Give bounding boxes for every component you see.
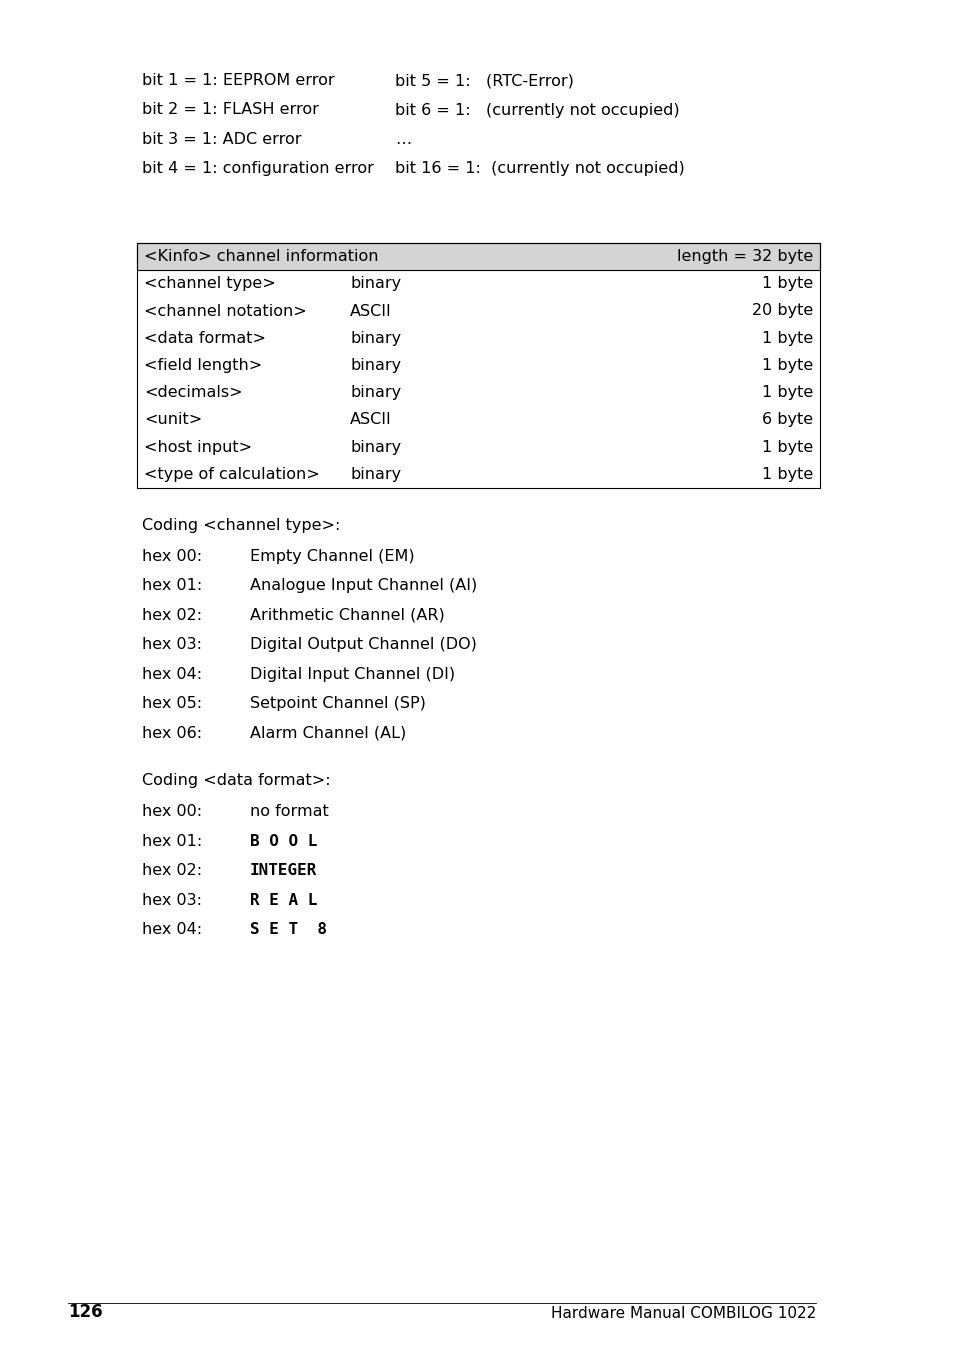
Text: hex 02:: hex 02: [142,863,202,878]
Text: Setpoint Channel (SP): Setpoint Channel (SP) [250,696,425,711]
Text: Analogue Input Channel (AI): Analogue Input Channel (AI) [250,578,476,593]
Text: Coding <channel type>:: Coding <channel type>: [142,517,340,532]
Text: binary: binary [350,466,400,482]
Text: <Kinfo> channel information: <Kinfo> channel information [144,249,378,263]
Text: hex 04:: hex 04: [142,667,202,682]
Text: <type of calculation>: <type of calculation> [144,466,319,482]
Text: 1 byte: 1 byte [760,385,812,400]
Text: 1 byte: 1 byte [760,466,812,482]
Text: <channel type>: <channel type> [144,277,275,292]
Text: INTEGER: INTEGER [250,863,317,878]
Text: 1 byte: 1 byte [760,358,812,373]
Text: Arithmetic Channel (AR): Arithmetic Channel (AR) [250,608,444,623]
Text: bit 6 = 1:   (currently not occupied): bit 6 = 1: (currently not occupied) [395,103,679,118]
Text: bit 16 = 1:  (currently not occupied): bit 16 = 1: (currently not occupied) [395,162,684,177]
Text: Empty Channel (EM): Empty Channel (EM) [250,549,415,563]
Text: <channel notation>: <channel notation> [144,304,307,319]
Text: Digital Input Channel (DI): Digital Input Channel (DI) [250,667,455,682]
Text: binary: binary [350,277,400,292]
Bar [137,243,820,488]
Text: binary: binary [350,385,400,400]
Text: 126: 126 [68,1302,103,1321]
Text: bit 3 = 1: ADC error: bit 3 = 1: ADC error [142,132,301,147]
Text: hex 04:: hex 04: [142,923,202,938]
Text: 1 byte: 1 byte [760,277,812,292]
Text: hex 02:: hex 02: [142,608,202,623]
Text: Digital Output Channel (DO): Digital Output Channel (DO) [250,638,476,653]
Text: Hardware Manual COMBILOG 1022: Hardware Manual COMBILOG 1022 [550,1306,815,1321]
Text: hex 00:: hex 00: [142,804,202,819]
Text: <unit>: <unit> [144,412,202,427]
Text: Alarm Channel (AL): Alarm Channel (AL) [250,725,406,740]
Text: length = 32 byte: length = 32 byte [676,249,812,263]
Text: 20 byte: 20 byte [751,304,812,319]
Bar [137,243,820,270]
Text: hex 03:: hex 03: [142,893,202,908]
Text: <decimals>: <decimals> [144,385,242,400]
Text: hex 00:: hex 00: [142,549,202,563]
Text: binary: binary [350,358,400,373]
Text: hex 05:: hex 05: [142,696,202,711]
Text: <data format>: <data format> [144,331,266,346]
Text: binary: binary [350,439,400,454]
Text: binary: binary [350,331,400,346]
Text: hex 01:: hex 01: [142,834,202,848]
Text: bit 4 = 1: configuration error: bit 4 = 1: configuration error [142,162,374,177]
Text: 1 byte: 1 byte [760,331,812,346]
Text: ASCII: ASCII [350,304,392,319]
Text: …: … [395,132,411,147]
Text: bit 2 = 1: FLASH error: bit 2 = 1: FLASH error [142,103,318,118]
Text: bit 1 = 1: EEPROM error: bit 1 = 1: EEPROM error [142,73,335,88]
Text: hex 06:: hex 06: [142,725,202,740]
Text: 6 byte: 6 byte [761,412,812,427]
Text: hex 03:: hex 03: [142,638,202,653]
Text: <field length>: <field length> [144,358,262,373]
Text: no format: no format [250,804,329,819]
Text: hex 01:: hex 01: [142,578,202,593]
Text: Coding <data format>:: Coding <data format>: [142,773,331,788]
Text: 1 byte: 1 byte [760,439,812,454]
Text: bit 5 = 1:   (RTC-Error): bit 5 = 1: (RTC-Error) [395,73,574,88]
Text: B O O L: B O O L [250,834,317,848]
Text: <host input>: <host input> [144,439,252,454]
Text: S E T  8: S E T 8 [250,923,327,938]
Text: R E A L: R E A L [250,893,317,908]
Text: ASCII: ASCII [350,412,392,427]
